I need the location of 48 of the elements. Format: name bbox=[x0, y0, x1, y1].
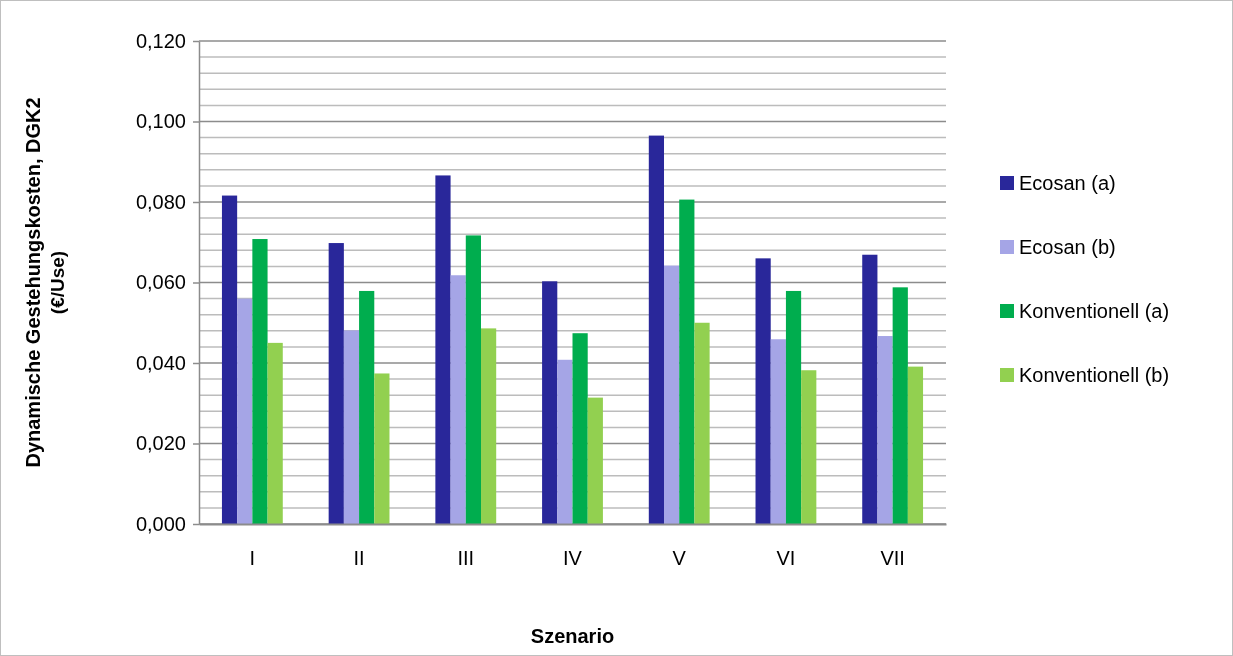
bar bbox=[770, 339, 786, 524]
bar bbox=[542, 281, 558, 524]
bar bbox=[435, 175, 451, 524]
bar bbox=[450, 275, 466, 524]
bar bbox=[907, 366, 924, 524]
legend-label: Ecosan (a) bbox=[1019, 172, 1116, 194]
x-tick-label: VI bbox=[776, 547, 796, 569]
bar bbox=[587, 397, 603, 524]
bar bbox=[572, 333, 588, 524]
bar bbox=[679, 199, 695, 524]
legend-label: Ecosan (b) bbox=[1019, 236, 1116, 258]
x-tick-label: III bbox=[457, 547, 475, 569]
bar bbox=[252, 239, 268, 524]
bar bbox=[785, 290, 802, 524]
bar bbox=[862, 254, 878, 524]
legend-label: Konventionell (b) bbox=[1019, 364, 1170, 386]
x-tick-label: VII bbox=[880, 547, 905, 569]
bar bbox=[877, 336, 893, 524]
x-axis-title: Szenario bbox=[530, 625, 615, 647]
bar bbox=[755, 258, 771, 524]
y-tick-label: 0,120 bbox=[135, 29, 186, 52]
y-tick-label: 0,100 bbox=[135, 110, 186, 133]
y-tick-label: 0,060 bbox=[135, 271, 186, 294]
bar bbox=[343, 330, 360, 524]
x-tick-label: II bbox=[353, 547, 365, 569]
bar bbox=[648, 135, 665, 524]
x-tick-label: I bbox=[249, 547, 256, 569]
y-tick-label: 0,000 bbox=[135, 512, 186, 535]
bar bbox=[557, 359, 573, 524]
bar bbox=[237, 298, 253, 524]
bar bbox=[801, 370, 817, 524]
x-tick-label: V bbox=[672, 547, 687, 569]
bar bbox=[664, 265, 680, 524]
y-tick-label: 0,040 bbox=[135, 351, 186, 374]
bar bbox=[374, 373, 390, 524]
bar bbox=[694, 322, 710, 524]
bar bbox=[480, 328, 497, 524]
bar bbox=[328, 243, 344, 524]
y-tick-label: 0,080 bbox=[135, 190, 186, 213]
bar bbox=[221, 195, 238, 524]
bar bbox=[892, 287, 908, 524]
y-tick-label: 0,020 bbox=[135, 432, 186, 455]
text: Dynamische Gestehungskosten, DGK2 (€/Use) bbox=[22, 97, 68, 468]
legend-label: Konventionell (a) bbox=[1019, 300, 1170, 322]
bar bbox=[359, 290, 375, 524]
x-tick-label: IV bbox=[563, 547, 583, 569]
bar bbox=[267, 342, 283, 524]
bar bbox=[465, 235, 481, 524]
